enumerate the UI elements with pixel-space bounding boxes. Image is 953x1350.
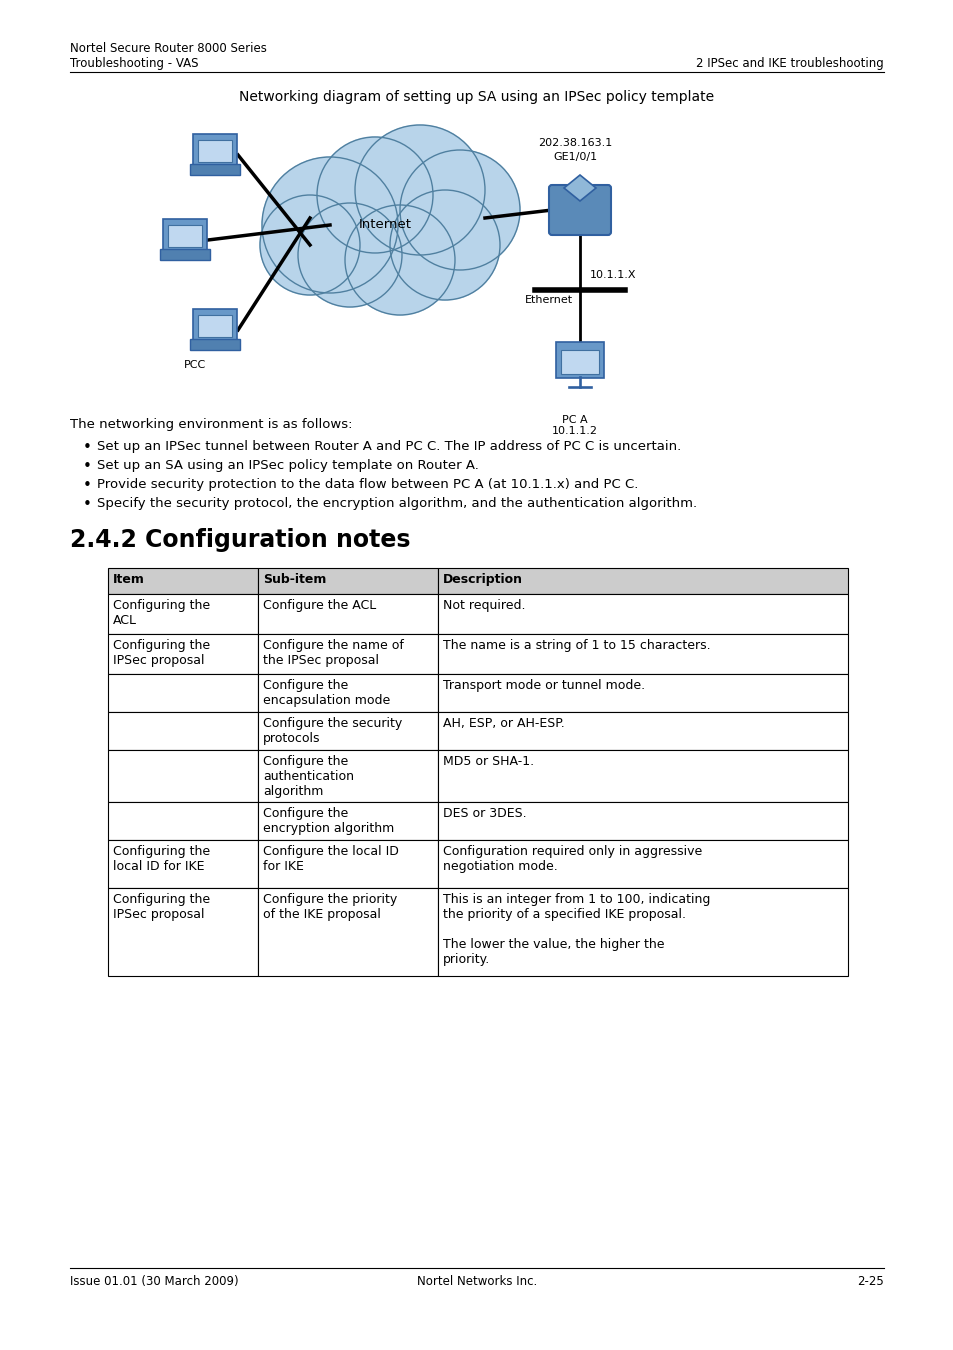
Text: Provide security protection to the data flow between PC A (at 10.1.1.x) and PC C: Provide security protection to the data … — [97, 478, 638, 491]
FancyBboxPatch shape — [108, 594, 257, 634]
FancyBboxPatch shape — [108, 711, 257, 751]
Circle shape — [316, 136, 433, 252]
Text: 2 IPSec and IKE troubleshooting: 2 IPSec and IKE troubleshooting — [696, 57, 883, 70]
FancyBboxPatch shape — [257, 674, 437, 711]
Text: Set up an IPSec tunnel between Router A and PC C. The IP address of PC C is unce: Set up an IPSec tunnel between Router A … — [97, 440, 680, 454]
Text: Issue 01.01 (30 March 2009): Issue 01.01 (30 March 2009) — [70, 1274, 238, 1288]
Text: Configure the
authentication
algorithm: Configure the authentication algorithm — [263, 755, 354, 798]
FancyBboxPatch shape — [108, 751, 257, 802]
Text: DES or 3DES.: DES or 3DES. — [442, 807, 526, 819]
FancyBboxPatch shape — [257, 802, 437, 840]
Text: Configure the local ID
for IKE: Configure the local ID for IKE — [263, 845, 398, 873]
FancyBboxPatch shape — [190, 165, 239, 176]
FancyBboxPatch shape — [437, 634, 847, 674]
Text: Troubleshooting - VAS: Troubleshooting - VAS — [70, 57, 198, 70]
FancyBboxPatch shape — [108, 888, 257, 976]
Text: Ethernet: Ethernet — [524, 296, 573, 305]
Text: Description: Description — [442, 572, 522, 586]
FancyBboxPatch shape — [108, 802, 257, 840]
Text: 202.38.163.1: 202.38.163.1 — [537, 138, 612, 148]
Circle shape — [345, 205, 455, 315]
Text: Configuring the
IPSec proposal: Configuring the IPSec proposal — [112, 639, 210, 667]
Text: 2-25: 2-25 — [857, 1274, 883, 1288]
Text: •: • — [83, 478, 91, 493]
Text: Nortel Secure Router 8000 Series: Nortel Secure Router 8000 Series — [70, 42, 267, 55]
FancyBboxPatch shape — [198, 315, 232, 338]
FancyBboxPatch shape — [257, 594, 437, 634]
FancyBboxPatch shape — [437, 802, 847, 840]
Polygon shape — [563, 176, 596, 201]
FancyBboxPatch shape — [548, 185, 610, 235]
FancyBboxPatch shape — [437, 840, 847, 888]
Text: •: • — [83, 440, 91, 455]
FancyBboxPatch shape — [108, 840, 257, 888]
Text: Not required.: Not required. — [442, 599, 525, 612]
Text: Nortel Networks Inc.: Nortel Networks Inc. — [416, 1274, 537, 1288]
FancyBboxPatch shape — [257, 888, 437, 976]
Text: Configure the
encryption algorithm: Configure the encryption algorithm — [263, 807, 394, 836]
Text: Internet: Internet — [358, 219, 411, 231]
Text: 2.4.2 Configuration notes: 2.4.2 Configuration notes — [70, 528, 410, 552]
Text: •: • — [83, 459, 91, 474]
FancyBboxPatch shape — [190, 339, 239, 350]
Text: Configure the ACL: Configure the ACL — [263, 599, 375, 612]
Text: Item: Item — [112, 572, 145, 586]
FancyBboxPatch shape — [437, 751, 847, 802]
Text: 10.1.1.X: 10.1.1.X — [589, 270, 636, 279]
Circle shape — [297, 202, 401, 306]
Text: Configuring the
local ID for IKE: Configuring the local ID for IKE — [112, 845, 210, 873]
Text: Set up an SA using an IPSec policy template on Router A.: Set up an SA using an IPSec policy templ… — [97, 459, 478, 472]
Text: ◇: ◇ — [575, 181, 584, 194]
FancyBboxPatch shape — [198, 139, 232, 162]
FancyBboxPatch shape — [169, 224, 201, 247]
Text: PCC: PCC — [184, 360, 206, 370]
Text: Configure the security
protocols: Configure the security protocols — [263, 717, 402, 745]
Circle shape — [355, 126, 484, 255]
Circle shape — [260, 194, 359, 296]
Text: PC A: PC A — [561, 414, 587, 425]
Text: R: R — [574, 208, 585, 223]
FancyBboxPatch shape — [160, 250, 210, 261]
FancyBboxPatch shape — [108, 674, 257, 711]
Text: Configure the
encapsulation mode: Configure the encapsulation mode — [263, 679, 390, 707]
Circle shape — [262, 157, 397, 293]
FancyBboxPatch shape — [108, 568, 257, 594]
Text: Configuration required only in aggressive
negotiation mode.: Configuration required only in aggressiv… — [442, 845, 701, 873]
Text: •: • — [83, 497, 91, 512]
Circle shape — [390, 190, 499, 300]
FancyBboxPatch shape — [163, 219, 207, 251]
Text: Configuring the
ACL: Configuring the ACL — [112, 599, 210, 626]
Text: Configure the priority
of the IKE proposal: Configure the priority of the IKE propos… — [263, 892, 396, 921]
FancyBboxPatch shape — [108, 634, 257, 674]
Text: Networking diagram of setting up SA using an IPSec policy template: Networking diagram of setting up SA usin… — [239, 90, 714, 104]
Text: This is an integer from 1 to 100, indicating
the priority of a specified IKE pro: This is an integer from 1 to 100, indica… — [442, 892, 710, 967]
Text: 10.1.1.2: 10.1.1.2 — [552, 427, 598, 436]
FancyBboxPatch shape — [437, 568, 847, 594]
FancyBboxPatch shape — [437, 594, 847, 634]
Text: Transport mode or tunnel mode.: Transport mode or tunnel mode. — [442, 679, 644, 693]
FancyBboxPatch shape — [556, 342, 603, 378]
Text: Configuring the
IPSec proposal: Configuring the IPSec proposal — [112, 892, 210, 921]
Text: Sub-item: Sub-item — [263, 572, 326, 586]
Text: AH, ESP, or AH-ESP.: AH, ESP, or AH-ESP. — [442, 717, 564, 730]
Text: The networking environment is as follows:: The networking environment is as follows… — [70, 418, 352, 431]
FancyBboxPatch shape — [560, 350, 598, 374]
FancyBboxPatch shape — [257, 568, 437, 594]
FancyBboxPatch shape — [437, 711, 847, 751]
FancyBboxPatch shape — [193, 134, 236, 166]
FancyBboxPatch shape — [193, 309, 236, 342]
FancyBboxPatch shape — [257, 840, 437, 888]
Circle shape — [399, 150, 519, 270]
FancyBboxPatch shape — [257, 711, 437, 751]
FancyBboxPatch shape — [257, 634, 437, 674]
Text: MD5 or SHA-1.: MD5 or SHA-1. — [442, 755, 534, 768]
FancyBboxPatch shape — [437, 674, 847, 711]
FancyBboxPatch shape — [257, 751, 437, 802]
Text: The name is a string of 1 to 15 characters.: The name is a string of 1 to 15 characte… — [442, 639, 710, 652]
Text: Configure the name of
the IPSec proposal: Configure the name of the IPSec proposal — [263, 639, 403, 667]
Text: Specify the security protocol, the encryption algorithm, and the authentication : Specify the security protocol, the encry… — [97, 497, 697, 510]
FancyBboxPatch shape — [437, 888, 847, 976]
Text: GE1/0/1: GE1/0/1 — [553, 153, 597, 162]
